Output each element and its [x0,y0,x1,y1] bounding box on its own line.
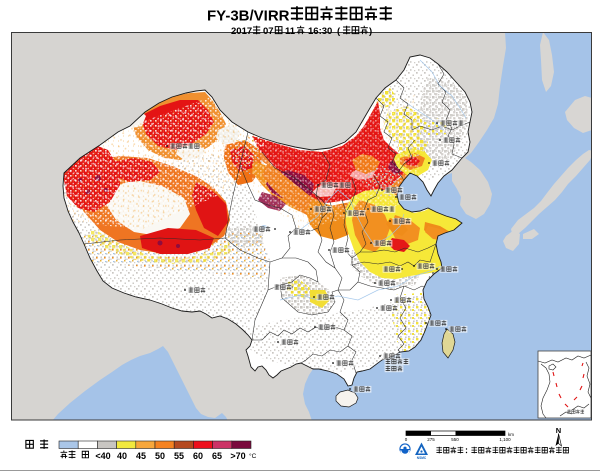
svg-text:NSMC: NSMC [417,456,427,460]
svg-text:km: km [508,432,514,437]
svg-text:1,100: 1,100 [499,437,511,442]
svg-text:275: 275 [427,437,435,442]
svg-text:60: 60 [193,451,203,461]
svg-text:(: ( [337,26,341,37]
svg-text:°C: °C [249,452,257,460]
svg-text:45: 45 [136,451,146,461]
svg-text:2017: 2017 [231,26,252,37]
svg-text:0: 0 [405,437,408,442]
svg-text:07: 07 [263,26,274,37]
svg-text:65: 65 [212,451,222,461]
svg-text:): ) [369,26,372,37]
svg-text:50: 50 [155,451,165,461]
svg-text:11: 11 [285,26,296,37]
svg-text:N: N [556,426,561,435]
svg-text:FY-3B/VIRR: FY-3B/VIRR [207,8,290,25]
svg-text:40: 40 [117,451,127,461]
svg-text:<40: <40 [95,451,110,461]
svg-text:>70: >70 [230,451,245,461]
svg-text:55: 55 [174,451,184,461]
svg-text:16:30: 16:30 [308,26,332,37]
svg-text:550: 550 [451,437,459,442]
